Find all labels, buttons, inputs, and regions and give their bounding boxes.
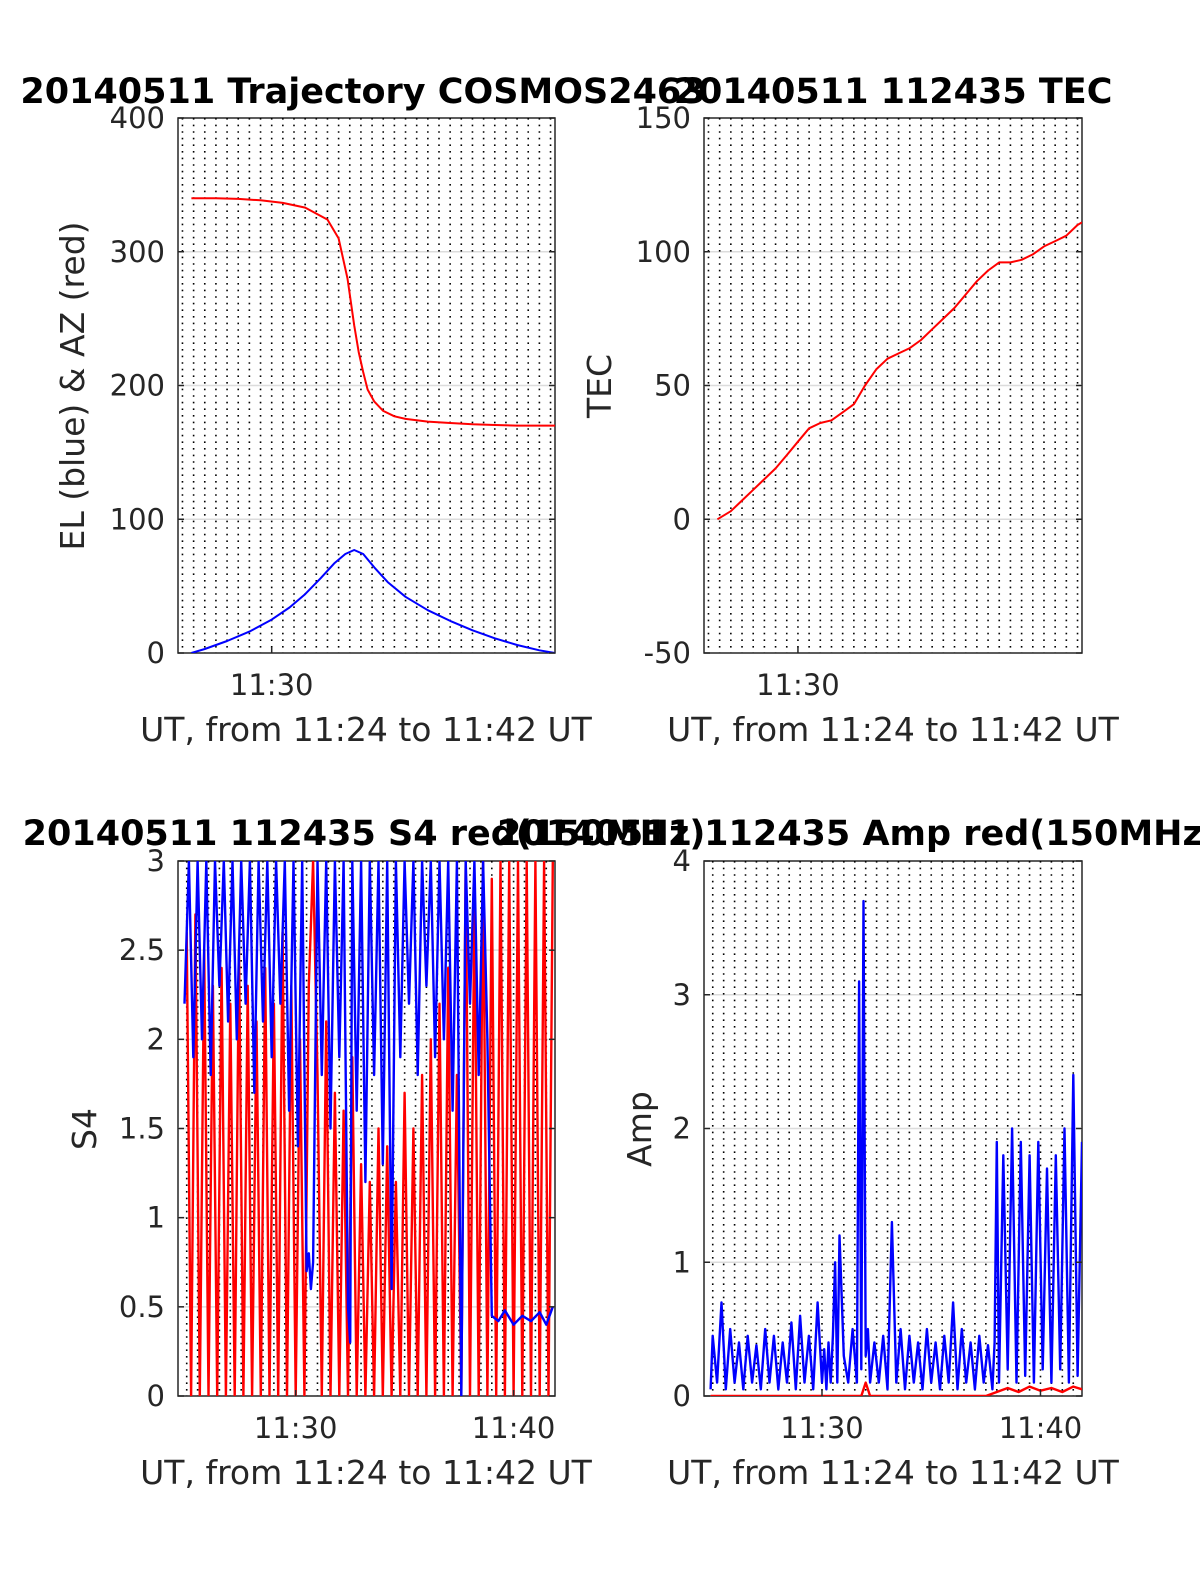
traj-xtick-label: 11:30 (230, 668, 314, 702)
tec-ytick-label: -50 (644, 636, 691, 670)
tec-xlabel: UT, from 11:24 to 11:42 UT (667, 710, 1120, 749)
tec-ytick-label: 100 (636, 235, 691, 269)
trajectory-xlabel: UT, from 11:24 to 11:42 UT (140, 710, 593, 749)
amp-series-line-0 (710, 1381, 1082, 1396)
tec-title: 20140511 112435 TEC (674, 72, 1113, 112)
amp-series (709, 899, 1082, 1396)
traj-series-line-0 (191, 197, 555, 427)
tec-panel: -50 0 50 100 150 11:30 20140511 112435 TEC UT… (580, 72, 1120, 749)
s4-ylabel: S4 (65, 1108, 104, 1150)
trajectory-series (191, 197, 555, 653)
s4-series-line-0 (185, 861, 554, 1396)
s4-panel: 0 0.5 1 1.5 2 2.5 3 11:30 11:40 20140511 112435 … (23, 814, 706, 1492)
tec-ytick-label: 50 (654, 369, 691, 403)
amp-ytick-label: 1 (673, 1245, 691, 1279)
s4-xtick-label: 11:30 (254, 1411, 338, 1445)
s4-ytick-label: 2 (147, 1022, 165, 1056)
amp-panel: 0 1 2 3 4 11:30 11:40 20140511 112435 Amp red(… (497, 814, 1200, 1492)
traj-ytick-label: 300 (110, 235, 165, 269)
tec-ytick-label: 0 (673, 502, 691, 536)
tec-ylabel: TEC (580, 354, 619, 419)
traj-series-line-1 (191, 549, 555, 653)
traj-ytick-label: 400 (110, 101, 165, 135)
s4-title: 20140511 112435 S4 red(150MHz) (23, 814, 706, 854)
amp-xlabel: UT, from 11:24 to 11:42 UT (667, 1453, 1120, 1492)
tec-xtick-label: 11:30 (756, 668, 840, 702)
amp-ytick-label: 3 (673, 978, 691, 1012)
s4-xtick-label: 11:40 (472, 1411, 556, 1445)
amp-series-line-1 (709, 899, 1082, 1391)
trajectory-title: 20140511 Trajectory COSMOS2463 (20, 72, 705, 112)
s4-series-line-1 (183, 861, 554, 1396)
traj-ytick-label: 100 (110, 502, 165, 536)
s4-xlabel: UT, from 11:24 to 11:42 UT (140, 1453, 593, 1492)
s4-ytick-label: 1 (147, 1201, 165, 1235)
s4-series (183, 861, 554, 1396)
s4-ytick-label: 0 (147, 1379, 165, 1413)
amp-xtick-label: 11:30 (780, 1411, 864, 1445)
s4-ytick-label: 0.5 (119, 1290, 165, 1324)
s4-ytick-label: 1.5 (119, 1112, 165, 1146)
amp-xtick-label: 11:40 (999, 1411, 1083, 1445)
tec-series-line-0 (716, 221, 1082, 521)
amp-title: 20140511 112435 Amp red(150MHz) (497, 814, 1200, 854)
tec-series (716, 221, 1082, 521)
s4-ytick-label: 2.5 (119, 933, 165, 967)
s4-ytick-label: 3 (147, 844, 165, 878)
traj-ytick-label: 200 (110, 369, 165, 403)
amp-ytick-label: 0 (673, 1379, 691, 1413)
trajectory-ylabel: EL (blue) & AZ (red) (53, 221, 92, 550)
trajectory-panel: 0 100 200 300 400 11:30 20140511 Trajectory C… (20, 72, 705, 749)
amp-ylabel: Amp (620, 1091, 659, 1167)
amp-ytick-label: 4 (673, 844, 691, 878)
amp-ytick-label: 2 (673, 1112, 691, 1146)
traj-ytick-label: 0 (147, 636, 165, 670)
tec-ytick-label: 150 (636, 101, 691, 135)
